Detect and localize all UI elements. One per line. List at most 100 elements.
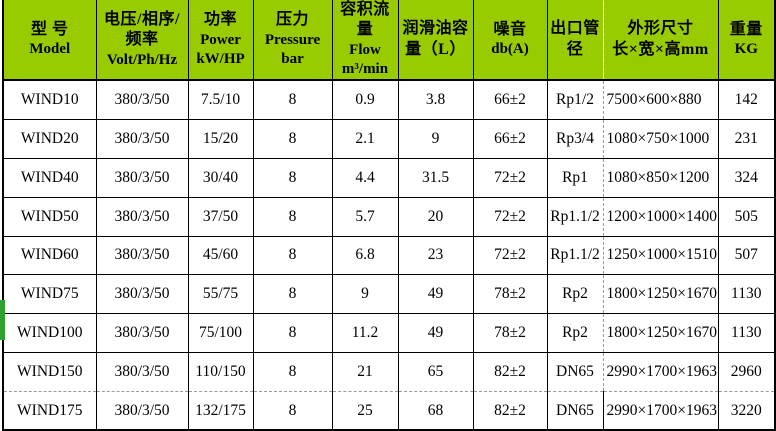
- col-header-outlet: 出口管径: [546, 0, 604, 82]
- cell-flow: 6.8: [331, 235, 399, 276]
- cell-pressure: 8: [252, 157, 333, 198]
- cell-oil: 31.5: [397, 157, 474, 198]
- cell-dimensions: 1080×850×1200: [602, 157, 719, 198]
- cell-power: 132/175: [187, 390, 254, 431]
- table-row-wind60: WIND60 380/3/50 45/60 8 6.8 23 72±2 Rp1.1/2 1250…: [2, 235, 776, 276]
- table-row-wind75: WIND75 380/3/50 55/75 8 9 49 78±2 Rp2 1800×1250×…: [2, 274, 776, 315]
- cell-pressure: 8: [252, 274, 333, 315]
- header-row: 型 号 Model 电压/相序/频率 Volt/Ph/Hz 功率 Power kW/HP 压力…: [2, 0, 776, 82]
- cell-dimensions: 1800×1250×1670: [602, 313, 719, 353]
- cell-pressure: 8: [252, 119, 333, 159]
- cell-flow: 11.2: [331, 313, 399, 353]
- cell-dimensions: 7500×600×880: [602, 79, 719, 121]
- cell-dimensions: 1800×1250×1670: [602, 274, 719, 315]
- cell-model: WIND50: [2, 196, 97, 237]
- header-line: 型 号: [30, 20, 69, 38]
- table-row-wind20: WIND20 380/3/50 15/20 8 2.1 9 66±2 Rp3/4 1080×75…: [2, 119, 776, 159]
- cell-pressure: 8: [252, 313, 333, 353]
- cell-flow: 9: [331, 274, 399, 315]
- cell-model: WIND20: [2, 119, 97, 159]
- cell-voltage: 380/3/50: [95, 274, 189, 315]
- cell-noise: 72±2: [472, 196, 548, 237]
- cell-weight: 1130: [717, 274, 776, 315]
- cell-outlet: Rp1.1/2: [546, 235, 604, 276]
- cell-weight: 142: [717, 79, 776, 121]
- cell-oil: 49: [397, 274, 474, 315]
- cell-dimensions: 1200×1000×1400: [602, 196, 719, 237]
- cell-pressure: 8: [252, 235, 333, 276]
- header-line: Pressure: [264, 31, 321, 48]
- cell-voltage: 380/3/50: [95, 79, 189, 121]
- col-header-pressure: 压力 Pressure bar: [252, 0, 333, 82]
- col-header-power: 功率 Power kW/HP: [187, 0, 254, 82]
- cell-flow: 0.9: [331, 79, 399, 121]
- cell-voltage: 380/3/50: [95, 157, 189, 198]
- header-line: db(A): [491, 41, 529, 58]
- cell-oil: 23: [397, 235, 474, 276]
- cell-outlet: Rp2: [546, 313, 604, 353]
- header-line: 噪音: [493, 20, 527, 38]
- header-line: KG: [734, 41, 758, 58]
- header-line: kW/HP: [196, 50, 245, 67]
- col-header-dimensions: 外形尺寸长×宽×高mm: [602, 0, 719, 82]
- col-header-flow: 容积流量 Flow m³/min: [331, 0, 399, 82]
- cell-noise: 66±2: [472, 79, 548, 121]
- header-line: Power: [200, 31, 241, 48]
- cell-power: 15/20: [187, 119, 254, 159]
- cell-dimensions: 1080×750×1000: [602, 119, 719, 159]
- cell-dimensions: 1250×1000×1510: [602, 235, 719, 276]
- col-header-model: 型 号 Model: [2, 0, 97, 82]
- header-line: Flow: [349, 41, 381, 58]
- cell-weight: 505: [717, 196, 776, 237]
- cell-power: 37/50: [187, 196, 254, 237]
- cell-dimensions: 2990×1700×1963: [602, 351, 719, 392]
- header-line: 长×宽×高mm: [612, 40, 709, 58]
- cell-power: 110/150: [187, 351, 254, 392]
- header-line: bar: [281, 50, 304, 67]
- header-line: Volt/Ph/Hz: [106, 51, 178, 68]
- cell-weight: 324: [717, 157, 776, 198]
- cell-weight: 507: [717, 235, 776, 276]
- cell-noise: 78±2: [472, 274, 548, 315]
- header-line: 重量: [729, 20, 763, 38]
- col-header-weight: 重量 KG: [717, 0, 776, 82]
- cell-voltage: 380/3/50: [95, 119, 189, 159]
- cell-outlet: Rp1.1/2: [546, 196, 604, 237]
- cell-noise: 72±2: [472, 235, 548, 276]
- cell-pressure: 8: [252, 196, 333, 237]
- cell-oil: 3.8: [397, 79, 474, 121]
- cell-model: WIND75: [2, 274, 97, 315]
- header-line: 外形尺寸: [627, 20, 694, 38]
- cell-weight: 1130: [717, 313, 776, 353]
- cell-power: 75/100: [187, 313, 254, 353]
- cell-outlet: DN65: [546, 390, 604, 431]
- cell-weight: 3220: [717, 390, 776, 431]
- cell-model: WIND175: [2, 390, 97, 431]
- cell-outlet: DN65: [546, 351, 604, 392]
- cell-voltage: 380/3/50: [95, 390, 189, 431]
- cell-voltage: 380/3/50: [95, 196, 189, 237]
- cell-voltage: 380/3/50: [95, 313, 189, 353]
- header-line: 功率: [203, 11, 237, 29]
- table-row-wind50: WIND50 380/3/50 37/50 8 5.7 20 72±2 Rp1.1/2 1200…: [2, 196, 776, 237]
- cell-noise: 82±2: [472, 351, 548, 392]
- col-header-voltage: 电压/相序/频率 Volt/Ph/Hz: [95, 0, 189, 82]
- table-row-wind40: WIND40 380/3/50 30/40 8 4.4 31.5 72±2 Rp1 1080×8…: [2, 157, 776, 198]
- cell-voltage: 380/3/50: [95, 235, 189, 276]
- cell-flow: 21: [331, 351, 399, 392]
- table-row-wind150: WIND150 380/3/50 110/150 8 21 65 82±2 DN65 2990×…: [2, 351, 776, 392]
- header-line: 电压/相序/: [104, 10, 180, 28]
- cell-noise: 72±2: [472, 157, 548, 198]
- col-header-noise: 噪音 db(A): [472, 0, 548, 82]
- cell-oil: 20: [397, 196, 474, 237]
- header-line: 出口管径: [550, 20, 600, 58]
- table-row-wind175: WIND175 380/3/50 132/175 8 25 68 82±2 DN65 2990×…: [2, 390, 776, 431]
- cell-weight: 2960: [717, 351, 776, 392]
- cell-model: WIND40: [2, 157, 97, 198]
- cell-pressure: 8: [252, 79, 333, 121]
- cell-power: 30/40: [187, 157, 254, 198]
- header-line: 量（L）: [405, 40, 466, 58]
- table-body: WIND10 380/3/50 7.5/10 8 0.9 3.8 66±2 Rp1/2 7500…: [2, 79, 776, 431]
